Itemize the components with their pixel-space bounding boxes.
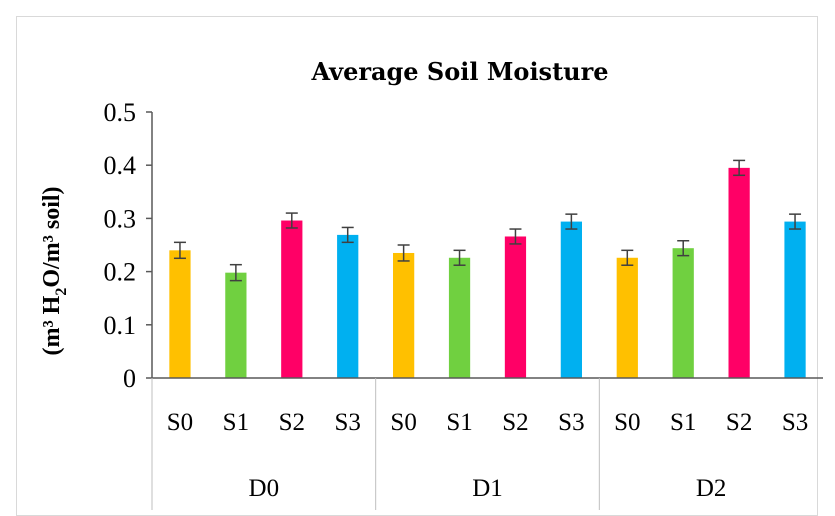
chart-title: Average Soil Moisture	[310, 57, 608, 86]
category-label: S2	[726, 409, 752, 436]
bar	[448, 257, 471, 378]
y-tick-label: 0.2	[104, 258, 137, 287]
bar	[337, 234, 359, 378]
y-tick-label: 0.5	[104, 98, 137, 127]
y-axis-label-part-2: O/m³ soil)	[39, 186, 65, 287]
bars	[169, 159, 806, 378]
category-labels: S0 S1 S2 S3 D0 S0 S1 S2 S3 D1 S0 S1 S2 S3 D2	[167, 409, 808, 502]
bar	[169, 250, 191, 378]
bar	[225, 272, 247, 378]
category-label: S1	[670, 409, 696, 436]
group-label: D1	[472, 475, 503, 502]
category-label: S3	[558, 409, 584, 436]
bar	[393, 252, 415, 378]
bar	[281, 220, 303, 378]
category-label: S1	[223, 409, 249, 436]
category-label: S0	[167, 409, 193, 436]
category-label: S2	[279, 409, 305, 436]
y-tick-label: 0	[123, 364, 136, 393]
category-label: S0	[614, 409, 640, 436]
bar	[672, 248, 694, 378]
y-axis-label: (m³ H2O/m³ soil)	[39, 186, 70, 355]
y-axis-label-part-1: (m³ H	[39, 295, 65, 355]
bar	[728, 167, 750, 378]
group-label: D2	[696, 475, 727, 502]
axes	[151, 112, 823, 510]
category-label: S3	[782, 409, 808, 436]
category-label: S1	[446, 409, 472, 436]
bar	[504, 236, 527, 378]
group-label: D0	[249, 475, 280, 502]
y-tick-label: 0.4	[104, 151, 137, 180]
category-label: S0	[390, 409, 416, 436]
y-tick-label: 0.3	[104, 204, 137, 233]
y-tick-label: 0.1	[104, 311, 137, 340]
category-label: S3	[335, 409, 361, 436]
bar	[784, 221, 806, 378]
y-axis-ticks: 0 0.1 0.2 0.3 0.4 0.5	[104, 98, 152, 393]
bar	[616, 257, 638, 378]
bar	[560, 221, 582, 378]
category-label: S2	[502, 409, 528, 436]
y-axis-label-subscript: 2	[53, 288, 70, 296]
